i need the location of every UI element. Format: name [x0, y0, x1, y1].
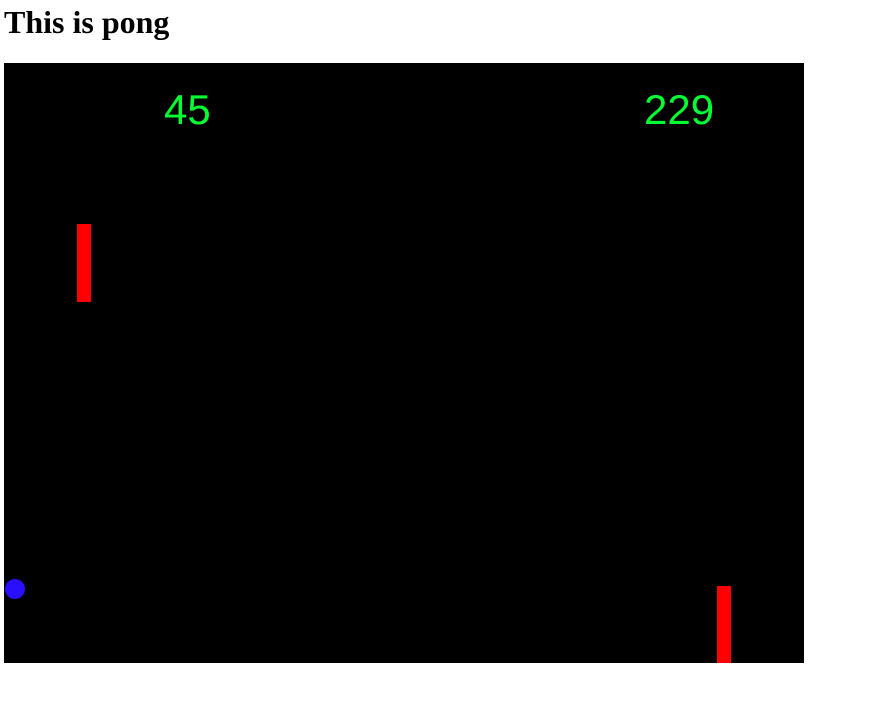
pong-ball [5, 579, 25, 599]
pong-game-canvas[interactable]: 45 229 [4, 63, 804, 663]
page-title: This is pong [4, 4, 170, 40]
right-player-score: 229 [644, 86, 715, 133]
left-paddle [77, 224, 91, 302]
right-paddle [717, 586, 731, 663]
left-player-score: 45 [164, 86, 211, 133]
